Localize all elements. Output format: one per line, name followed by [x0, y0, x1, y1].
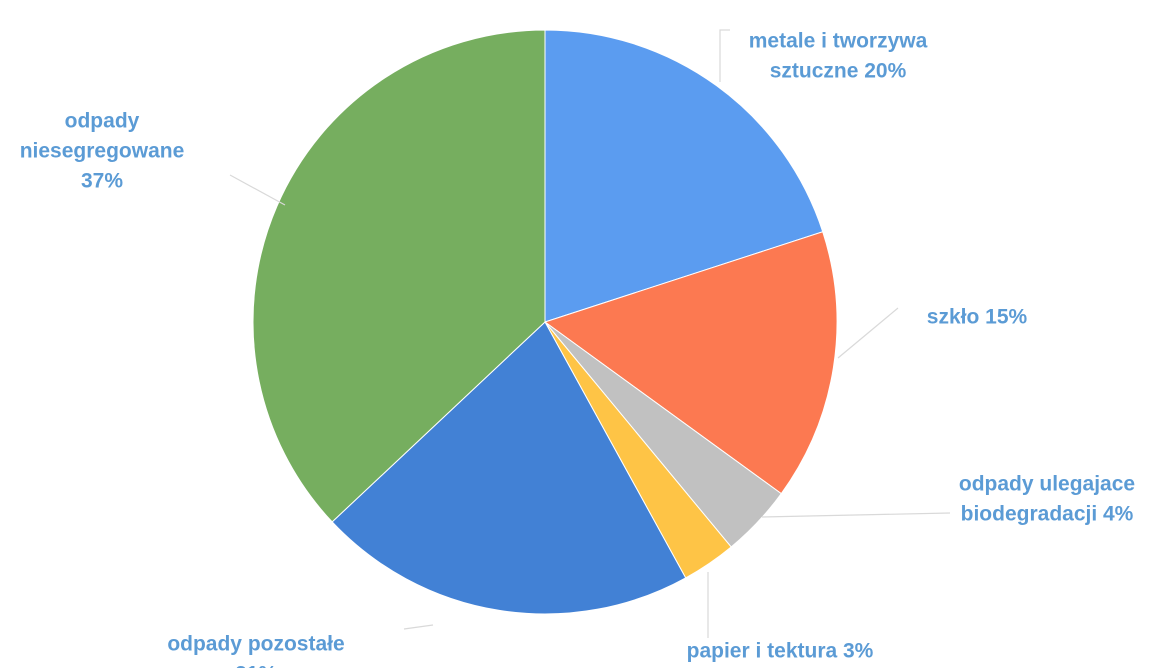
data-label-line: metale i tworzywa: [749, 29, 928, 52]
data-label-line: sztuczne 20%: [770, 59, 907, 82]
data-label-line: niesegregowane: [20, 139, 185, 162]
data-label-line: biodegradacji 4%: [961, 502, 1134, 525]
pie-slice-szklo-15: [543, 231, 838, 495]
leader-line-odpady: [229, 174, 286, 206]
data-label-line: odpady ulegajace: [959, 472, 1135, 495]
data-label-line: 21%: [235, 662, 277, 668]
data-label-line: szkło 15%: [927, 305, 1028, 328]
data-label-line: 37%: [81, 169, 123, 192]
leader-line-odpady-ulegajace: [761, 512, 951, 518]
pie-slice-odpady-pozostale: [331, 321, 687, 615]
data-label-line: papier i tektura 3%: [687, 639, 874, 662]
data-label-odpady: odpady niesegregowane 37%: [20, 109, 185, 192]
data-label-papier-i-tektura-3: papier i tektura 3%: [687, 639, 874, 662]
leader-line-szklo-15: [837, 307, 899, 359]
pie-slice-metale-i-tworzywa: [544, 29, 824, 323]
data-label-line: odpady pozostałe: [167, 632, 344, 655]
leader-line-odpady-pozostale: [403, 624, 434, 630]
leader-line-metale-i-tworzywa: [719, 29, 730, 82]
data-label-szklo-15: szkło 15%: [927, 305, 1028, 328]
data-label-line: odpady: [65, 109, 140, 132]
data-label-odpady-pozostale: odpady pozostałe 21%: [167, 632, 344, 668]
data-label-odpady-ulegajace: odpady ulegajace biodegradacji 4%: [959, 472, 1135, 525]
pie-slice-odpady: [252, 29, 546, 523]
data-label-metale-i-tworzywa: metale i tworzywa sztuczne 20%: [749, 29, 928, 82]
